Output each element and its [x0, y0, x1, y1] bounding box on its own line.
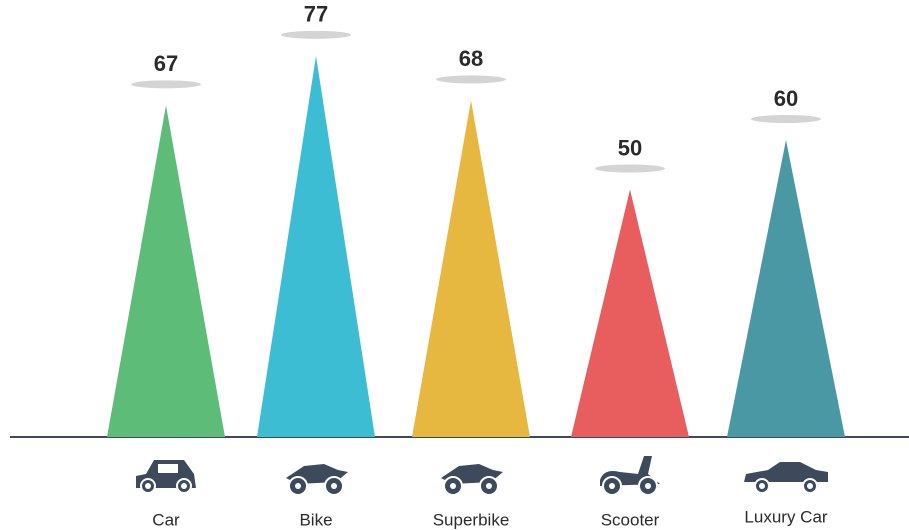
value-label: 77 [304, 2, 328, 27]
hub [145, 483, 151, 489]
hub [486, 483, 492, 489]
hub [331, 483, 337, 489]
hub [181, 483, 187, 489]
value-label: 50 [618, 135, 642, 160]
luxury-car-icon [744, 462, 828, 482]
value-label: 68 [459, 46, 483, 71]
label-shadow [131, 80, 201, 89]
triangle-bar [571, 189, 689, 437]
triangle-bar [107, 105, 225, 437]
category-label: Car [152, 510, 180, 529]
label-shadow [751, 115, 821, 123]
hub [295, 483, 301, 489]
hub [450, 483, 456, 489]
category-label: Superbike [433, 510, 510, 529]
category-label: Scooter [601, 510, 660, 529]
triangle-bar [727, 140, 845, 437]
hub [609, 483, 615, 489]
label-shadow [281, 30, 351, 39]
triangle-bar [257, 55, 375, 437]
value-label: 67 [154, 51, 178, 76]
hub [807, 483, 813, 489]
car-window [158, 464, 178, 473]
triangle-bar [412, 100, 530, 438]
label-shadow [436, 75, 506, 84]
value-label: 60 [774, 86, 798, 111]
hub [645, 483, 651, 489]
category-label: Bike [299, 510, 332, 529]
hub [759, 483, 765, 489]
label-shadow [595, 164, 665, 173]
category-label: Luxury Car [744, 507, 827, 526]
